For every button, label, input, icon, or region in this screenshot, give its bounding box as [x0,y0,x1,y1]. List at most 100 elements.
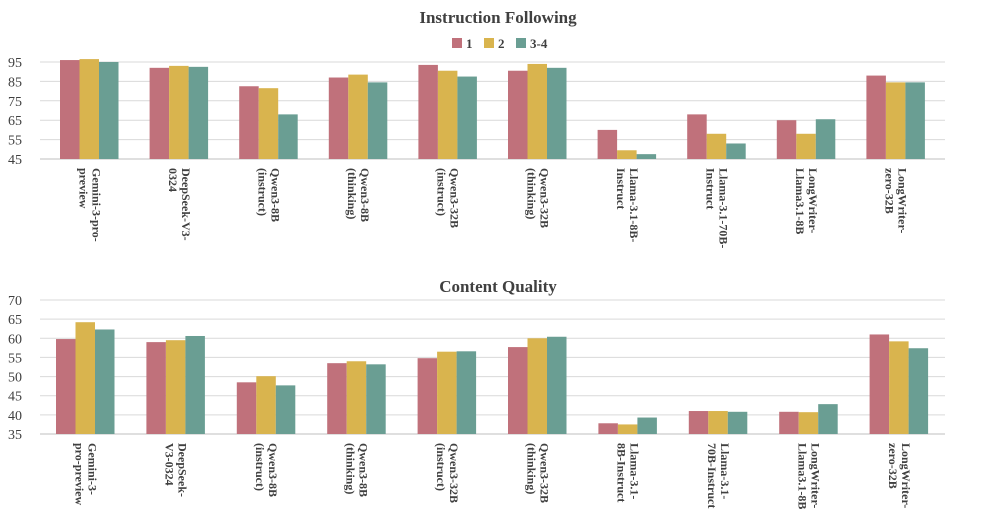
category-label-line: LongWriter- [896,168,910,233]
bar-series-3-4-7 [727,411,748,434]
category-label-line: (instruct) [253,443,267,491]
category-label-line: Llama-3.1- [718,443,732,499]
bar-series-2-8 [798,412,819,434]
bar-series-2-9 [889,341,909,434]
category-label-line: Qwen3-8B [358,168,372,222]
bar-series-1-6 [598,423,618,434]
category-label-line: zero-32B [883,168,897,214]
y-tick-label: 55 [8,134,22,149]
y-tick-label: 45 [8,390,22,405]
bar-series-2-7 [708,411,728,434]
bar-series-3-4-4 [456,351,477,434]
bar-series-3-4-5 [547,336,567,434]
bar-series-3-4-4 [457,76,477,159]
bar-series-1-2 [239,86,259,159]
category-label-line: Qwen3-32B [448,168,462,228]
bar-series-3-4-1 [185,335,205,434]
bar-series-1-0 [60,60,80,160]
category-label: LongWriter-Llama3.1-8B [793,168,820,234]
chart-title: Instruction Following [419,8,577,27]
bar-series-2-0 [79,59,99,160]
y-tick-label: 55 [8,351,22,366]
bar-series-2-7 [706,133,727,159]
bar-series-2-6 [617,150,637,159]
category-label-line: Qwen3-8B [266,443,280,497]
bar-series-1-8 [776,120,797,159]
y-tick-label: 75 [8,95,22,110]
bar-series-2-8 [796,133,816,159]
y-tick-label: 35 [8,428,22,443]
category-label-line: Llama3.1-8B [793,168,807,234]
category-label: Gemini-3-pro-preview [72,443,99,506]
category-label-line: Instruct [614,168,628,209]
y-tick-label: 70 [8,294,22,309]
bar-series-2-2 [258,88,279,159]
category-label: Qwen3-8B(instruct) [255,168,282,222]
category-label: LongWriter-zero-32B [886,443,913,508]
category-label: Gemini-3-pro-preview [76,168,103,242]
bar-series-3-4-9 [905,82,925,159]
category-label-line: LongWriter- [899,443,913,508]
y-tick-label: 50 [8,371,22,386]
legend-label-3-4: 3-4 [530,36,548,51]
y-tick-label: 85 [8,75,22,90]
bar-series-1-5 [508,347,528,434]
y-tick-label: 40 [8,409,22,424]
category-label-line: Llama3.1-8B [795,443,809,509]
legend-swatch-3 [516,38,526,48]
category-label-line: 8B-Instruct [615,443,629,502]
bar-series-3-4-0 [99,62,119,159]
y-tick-label: 45 [8,153,22,168]
category-label-line: Llama-3.1-70B- [716,168,730,248]
bar-series-2-2 [256,376,276,434]
category-label-line: zero-32B [886,443,900,489]
bar-series-2-4 [437,351,457,434]
category-label-line: Llama-3.1-8B- [627,168,641,242]
category-label-line: LongWriter- [808,443,822,508]
legend-label-2: 2 [498,36,505,51]
category-label-line: (instruct) [434,443,448,491]
bar-series-1-4 [417,358,438,434]
content-quality-chart: Content Quality 35 40 45 50 55 60 65 70 Gemini-3… [8,277,945,509]
category-label: Qwen3-8B(thinking) [345,168,372,222]
bar-series-1-3 [327,363,347,434]
bar-series-1-2 [236,382,257,434]
y-tick-label: 65 [8,313,22,328]
legend: 1 2 3-4 [452,36,548,51]
category-label-line: V3-0324 [163,443,177,486]
category-label-line: (instruct) [255,168,269,216]
category-label: Qwen3-32B(instruct) [434,443,461,503]
bar-series-2-5 [527,338,547,434]
plot-area: 35 40 45 50 55 60 65 70 Gemini-3-pro-preview Deep… [8,294,945,509]
bar-series-1-8 [779,411,799,434]
bar-series-1-0 [56,339,76,434]
bar-series-3-4-7 [726,143,746,159]
bar-series-3-4-5 [547,67,567,159]
category-label-line: (thinking) [524,168,538,219]
category-label: Llama-3.1-70B-Instruct [705,443,732,508]
category-label-line: Qwen3-8B [356,443,370,497]
category-label-line: (thinking) [345,168,359,219]
bar-series-3-4-9 [908,348,929,434]
category-label: Qwen3-32B(thinking) [524,168,551,228]
category-label: Qwen3-32B(thinking) [524,443,551,503]
bar-series-3-4-3 [367,82,388,159]
category-label: Qwen3-32B(instruct) [435,168,462,228]
category-label-line: 70B-Instruct [705,443,719,508]
category-label: LongWriter-zero-32B [883,168,910,233]
bar-series-1-4 [418,64,438,159]
category-label: Qwen3-8B(thinking) [343,443,370,497]
bar-series-3-4-1 [188,66,209,159]
category-label-line: (instruct) [435,168,449,216]
bar-series-1-7 [687,114,707,159]
bar-series-2-3 [346,361,367,434]
bar-series-2-1 [169,65,189,159]
bar-series-3-4-6 [636,154,657,159]
bar-series-3-4-8 [815,119,836,159]
category-label: Llama-3.1-8B-Instruct [615,443,642,502]
bar-series-1-9 [866,75,886,159]
bar-series-2-9 [885,82,906,159]
category-label-line: DeepSeek- [176,443,190,497]
category-label-line: preview [76,168,90,209]
